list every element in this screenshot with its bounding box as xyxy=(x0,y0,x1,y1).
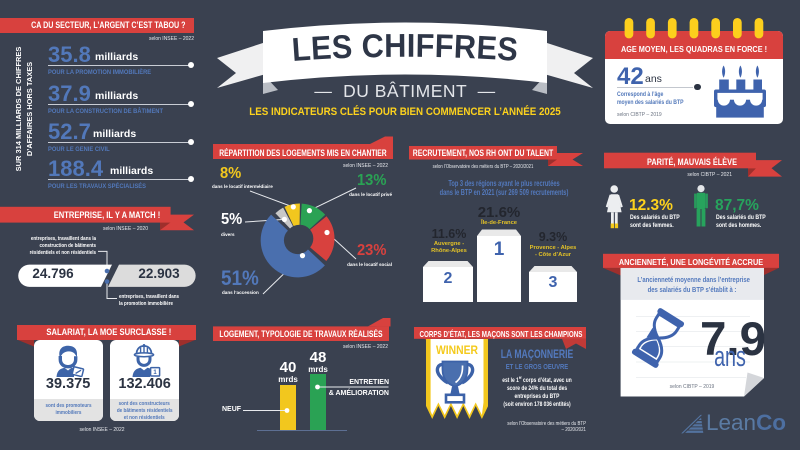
svg-text:1: 1 xyxy=(153,370,157,376)
svg-text:LES CHIFFRES: LES CHIFFRES xyxy=(291,27,520,68)
